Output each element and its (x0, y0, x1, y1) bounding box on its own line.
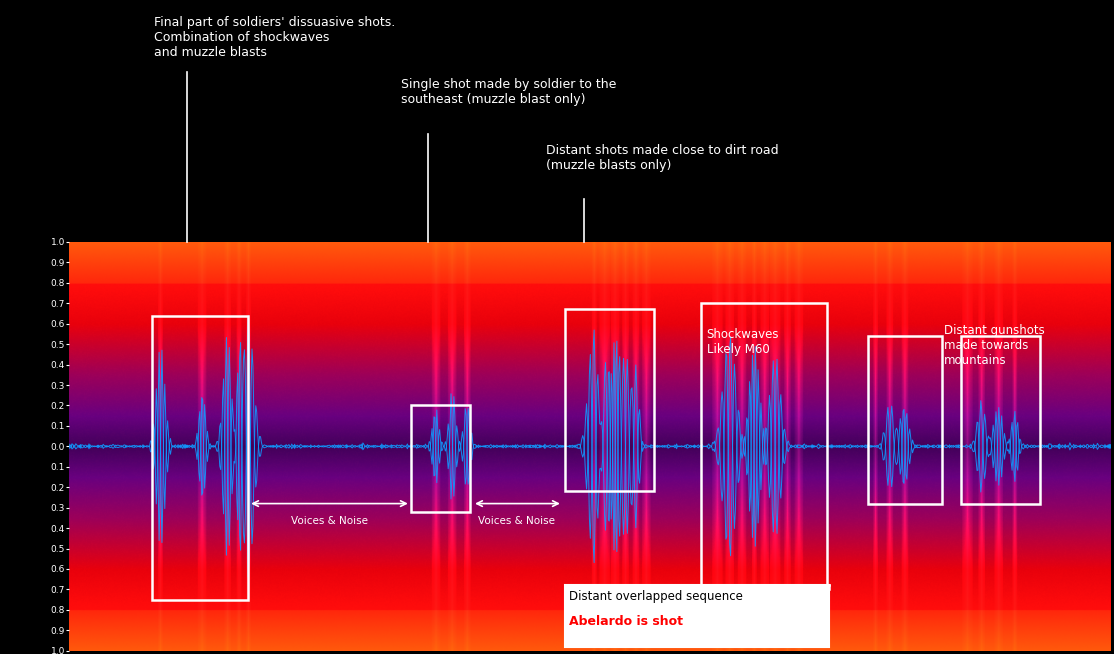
Bar (153, 315, 248, 600)
Bar (960, 336, 1039, 504)
Text: Shockwaves
Likely M60: Shockwaves Likely M60 (706, 328, 779, 356)
Text: Distant overlapped sequence: Distant overlapped sequence (569, 591, 743, 604)
Text: Final part of soldiers' dissuasive shots.
Combination of shockwaves
and muzzle b: Final part of soldiers' dissuasive shots… (154, 16, 395, 60)
Text: Distant shots made close to dirt road
(muzzle blasts only): Distant shots made close to dirt road (m… (546, 144, 779, 172)
Bar (702, 303, 828, 600)
Text: Voices & Noise: Voices & Noise (478, 516, 556, 526)
Bar (565, 585, 830, 647)
Text: Single shot made by soldier to the
southeast (muzzle blast only): Single shot made by soldier to the south… (401, 78, 616, 107)
Bar (411, 405, 470, 511)
Bar (868, 336, 942, 504)
Text: Voices & Noise: Voices & Noise (291, 516, 368, 526)
Text: Distant gunshots
made towards
mountains: Distant gunshots made towards mountains (944, 324, 1045, 367)
Text: Abelardo is shot: Abelardo is shot (569, 615, 683, 628)
Bar (565, 309, 654, 491)
